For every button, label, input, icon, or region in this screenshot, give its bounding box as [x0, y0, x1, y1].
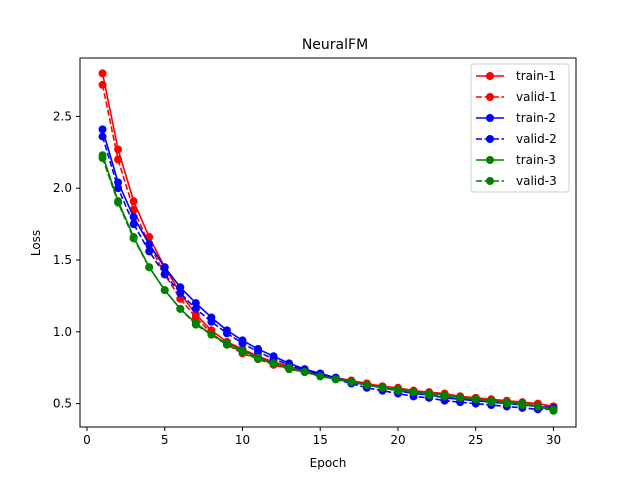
chart-title: NeuralFM	[302, 37, 368, 53]
data-point-valid-2	[145, 247, 154, 256]
data-point-valid-3	[533, 402, 542, 411]
data-point-valid-3	[502, 399, 511, 408]
x-axis: 0 5 10 15 20 25 30	[83, 427, 561, 447]
data-point-valid-2	[238, 339, 247, 348]
legend-marker	[486, 93, 494, 101]
legend-label: train-1	[516, 69, 556, 83]
data-point-valid-3	[456, 393, 465, 402]
data-point-valid-2	[254, 347, 263, 356]
data-point-valid-3	[254, 355, 263, 364]
legend-item-train-1: train-1	[476, 69, 556, 83]
data-point-valid-3	[129, 234, 138, 243]
data-point-valid-3	[425, 390, 434, 399]
plot-area	[98, 69, 558, 415]
legend-label: valid-2	[516, 132, 557, 146]
data-point-train-2	[160, 263, 169, 272]
legend-item-train-2: train-2	[476, 111, 556, 125]
data-point-valid-2	[114, 184, 123, 193]
data-point-valid-3	[316, 372, 325, 381]
x-axis-title: Epoch	[310, 456, 347, 470]
data-point-valid-2	[191, 304, 200, 313]
y-tick-label: 1.0	[53, 325, 72, 339]
data-point-valid-3	[440, 392, 449, 401]
data-point-valid-3	[518, 401, 527, 410]
data-point-valid-2	[222, 329, 231, 338]
series-valid-3	[98, 154, 558, 415]
data-point-train-1	[145, 233, 154, 242]
data-point-valid-1	[98, 80, 107, 89]
data-point-valid-3	[347, 378, 356, 387]
data-point-train-2	[176, 283, 185, 292]
data-point-train-2	[145, 240, 154, 249]
legend-item-train-3: train-3	[476, 153, 556, 167]
data-point-valid-2	[98, 132, 107, 141]
data-point-valid-3	[549, 406, 558, 415]
data-point-valid-3	[145, 263, 154, 272]
data-point-valid-3	[300, 368, 309, 377]
data-point-valid-3	[176, 304, 185, 313]
data-point-valid-3	[269, 359, 278, 368]
legend: train-1 valid-1 train-2 valid-2 train-3 valid…	[470, 63, 570, 193]
data-point-valid-3	[393, 386, 402, 395]
data-point-valid-3	[487, 398, 496, 407]
x-tick-label: 15	[313, 433, 328, 447]
data-point-valid-3	[114, 198, 123, 207]
legend-marker	[486, 72, 494, 80]
legend-item-valid-3: valid-3	[476, 174, 557, 188]
data-point-valid-3	[98, 154, 107, 163]
legend-box	[470, 63, 570, 193]
legend-marker	[486, 135, 494, 143]
legend-item-valid-1: valid-1	[476, 90, 557, 104]
y-tick-label: 2.0	[53, 181, 72, 195]
data-point-valid-3	[331, 375, 340, 384]
data-point-valid-1	[114, 155, 123, 164]
data-point-valid-2	[160, 270, 169, 279]
y-tick-label: 2.5	[53, 109, 72, 123]
legend-marker	[486, 114, 494, 122]
x-tick-label: 10	[235, 433, 250, 447]
plot-frame	[79, 57, 577, 428]
x-tick-label: 20	[390, 433, 405, 447]
y-axis: 0.5 1.0 1.5 2.0 2.5	[53, 109, 80, 411]
legend-label: valid-3	[516, 174, 557, 188]
legend-label: train-2	[516, 111, 556, 125]
data-point-train-2	[191, 299, 200, 308]
data-point-valid-3	[285, 365, 294, 374]
data-point-valid-2	[207, 317, 216, 326]
legend-marker	[486, 177, 494, 185]
data-point-valid-1	[191, 313, 200, 322]
y-axis-title: Loss	[29, 230, 43, 256]
data-point-valid-3	[238, 347, 247, 356]
data-point-valid-3	[362, 380, 371, 389]
data-point-valid-3	[222, 340, 231, 349]
x-tick-label: 5	[161, 433, 169, 447]
data-point-valid-2	[129, 220, 138, 229]
data-point-valid-3	[191, 320, 200, 329]
data-point-valid-3	[378, 383, 387, 392]
data-point-train-2	[98, 125, 107, 134]
legend-marker	[486, 156, 494, 164]
x-tick-label: 30	[546, 433, 561, 447]
legend-item-valid-2: valid-2	[476, 132, 557, 146]
x-tick-label: 0	[83, 433, 91, 447]
data-point-valid-3	[409, 388, 418, 397]
data-point-train-1	[98, 69, 107, 78]
y-tick-label: 1.5	[53, 253, 72, 267]
x-tick-label: 25	[468, 433, 483, 447]
data-point-valid-3	[207, 330, 216, 339]
data-point-valid-1	[176, 294, 185, 303]
data-point-valid-3	[471, 395, 480, 404]
y-tick-label: 0.5	[53, 397, 72, 411]
legend-label: train-3	[516, 153, 556, 167]
legend-label: valid-1	[516, 90, 557, 104]
data-point-valid-2	[176, 289, 185, 298]
data-point-valid-3	[160, 286, 169, 295]
